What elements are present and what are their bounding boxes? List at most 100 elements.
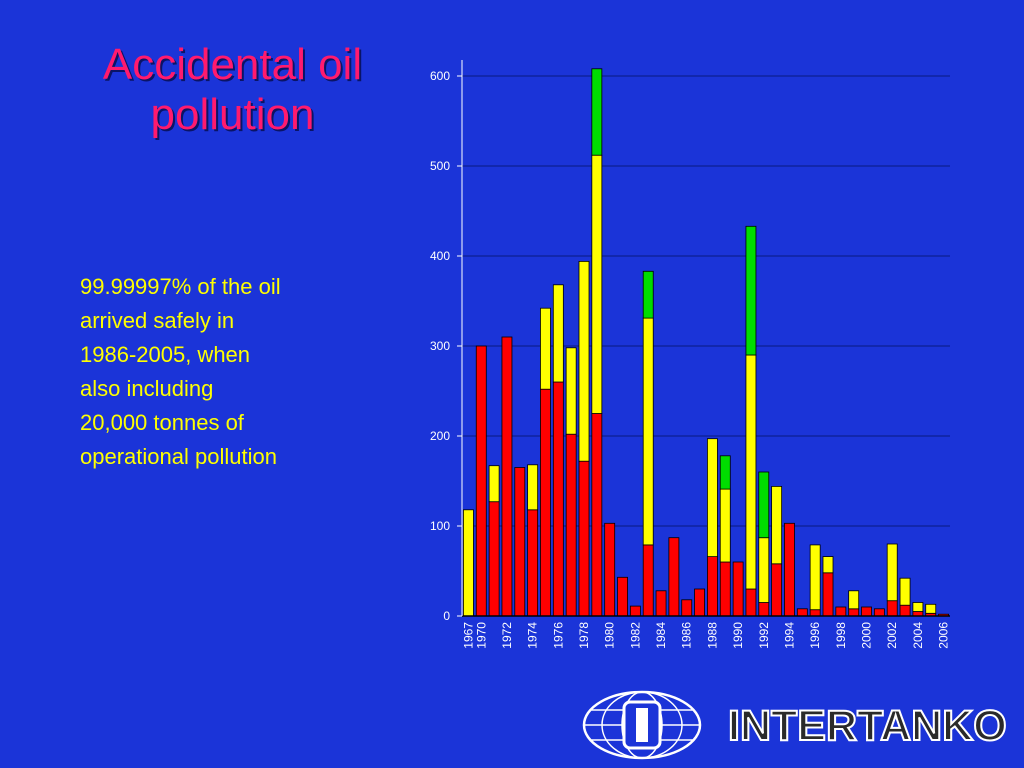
x-tick-label: 2004 [911,622,925,649]
bar-2000 [861,606,872,617]
bar-1971 [488,501,500,617]
note-line: also including [80,376,214,401]
x-tick-label: 1990 [731,622,745,649]
y-tick-label: 0 [443,609,450,623]
bar-1985 [668,537,680,617]
x-tick-label: 1984 [654,622,668,649]
slide-title: Accidental oil pollution [40,40,425,140]
note-line: arrived safely in [80,308,235,333]
bar-1989 [719,561,731,617]
bar-1983 [642,544,654,617]
bar-1978 [578,460,590,617]
bar-1999 [848,608,860,617]
bar-1975 [540,307,551,390]
x-tick-label: 1998 [834,622,848,649]
bar-1974 [527,464,539,511]
bar-1993 [771,563,783,617]
bar-2003 [899,577,911,606]
bar-1972 [501,336,513,617]
y-tick-label: 400 [430,249,450,263]
bar-1981 [617,576,628,617]
x-tick-label: 1994 [782,622,796,649]
globe-logo-icon [582,690,702,760]
bar-1977 [565,433,577,617]
x-tick-label: 1970 [474,622,488,649]
bar-1994 [784,522,795,617]
x-tick-label: 1967 [461,622,475,649]
x-tick-label: 2006 [937,622,951,649]
x-tick-label: 2000 [860,622,874,649]
bar-1992 [758,602,770,617]
bar-1987 [694,588,705,617]
bar-1984 [655,590,667,617]
note-text: 99.99997% of the oil arrived safely in 1… [80,270,360,474]
bar-2002 [886,600,898,617]
bar-1975 [540,388,551,617]
bar-2001 [873,608,885,617]
bar-2003 [899,604,911,617]
bar-1983 [642,317,654,546]
x-tick-label: 1986 [680,622,694,649]
bar-1979 [591,413,603,617]
title-line-2: pollution [150,90,315,139]
bar-1973 [514,467,526,617]
bar-1997 [822,556,834,574]
bar-1983 [642,270,654,319]
bar-1967 [463,509,474,617]
x-tick-label: 2002 [885,622,899,649]
bar-1978 [578,260,590,462]
bar-1996 [809,609,821,617]
bar-1989 [719,488,731,563]
x-tick-label: 1988 [705,622,719,649]
note-line: 99.99997% of the oil [80,274,281,299]
y-tick-label: 600 [430,69,450,83]
x-tick-label: 1980 [603,622,617,649]
x-tick-label: 1978 [577,622,591,649]
bar-1989 [719,455,731,490]
bar-1991 [745,588,757,617]
bar-1982 [629,605,641,617]
x-tick-label: 1972 [500,622,514,649]
bar-1976 [552,284,564,383]
bar-1999 [848,590,860,610]
intertanko-logo: INTERTANKO [727,701,1008,751]
bar-1979 [591,154,603,414]
bar-1992 [758,537,770,603]
bar-2004 [912,602,924,612]
bar-1977 [565,347,577,435]
x-tick-label: 1982 [628,622,642,649]
y-tick-label: 200 [430,429,450,443]
bar-1976 [552,381,564,617]
y-tick-label: 300 [430,339,450,353]
bar-1992 [758,471,770,539]
x-tick-label: 1996 [808,622,822,649]
bar-1990 [732,561,744,617]
x-tick-label: 1976 [551,622,565,649]
x-tick-label: 1974 [526,622,540,649]
note-line: operational pollution [80,444,277,469]
bar-1997 [822,572,834,617]
bar-1995 [796,608,808,617]
bar-1980 [604,522,616,617]
bar-1993 [771,485,783,565]
bar-2002 [886,543,898,602]
bar-1988 [707,438,718,558]
bar-1971 [488,465,500,503]
bar-1991 [745,354,757,590]
bar-1991 [745,225,757,356]
bar-1988 [707,556,718,617]
y-tick-label: 500 [430,159,450,173]
bar-1996 [809,544,821,611]
y-tick-label: 100 [430,519,450,533]
note-line: 1986-2005, when [80,342,251,367]
x-tick-label: 1992 [757,622,771,649]
bar-1986 [681,599,693,617]
bar-2005 [925,603,937,614]
bar-1970 [475,345,487,617]
note-line: 20,000 tonnes of [80,410,244,435]
bar-1998 [835,606,847,617]
bar-1974 [527,509,539,617]
bar-1979 [591,68,603,156]
title-line-1: Accidental oil [102,40,363,89]
